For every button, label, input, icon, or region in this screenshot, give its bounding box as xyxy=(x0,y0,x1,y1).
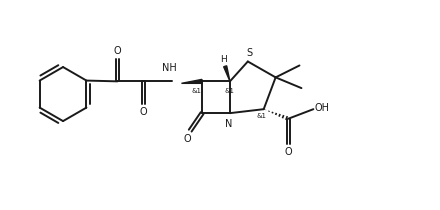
Text: &1: &1 xyxy=(191,88,202,94)
Text: O: O xyxy=(140,107,147,117)
Text: H: H xyxy=(220,55,227,64)
Text: &1: &1 xyxy=(225,88,235,94)
Text: N: N xyxy=(225,119,233,129)
Text: OH: OH xyxy=(315,102,330,113)
Text: &1: &1 xyxy=(257,113,267,119)
Text: S: S xyxy=(246,48,252,58)
Polygon shape xyxy=(224,66,230,81)
Text: O: O xyxy=(114,46,121,55)
Text: O: O xyxy=(183,134,191,144)
Text: O: O xyxy=(285,147,292,157)
Polygon shape xyxy=(181,79,202,83)
Text: NH: NH xyxy=(162,63,176,73)
